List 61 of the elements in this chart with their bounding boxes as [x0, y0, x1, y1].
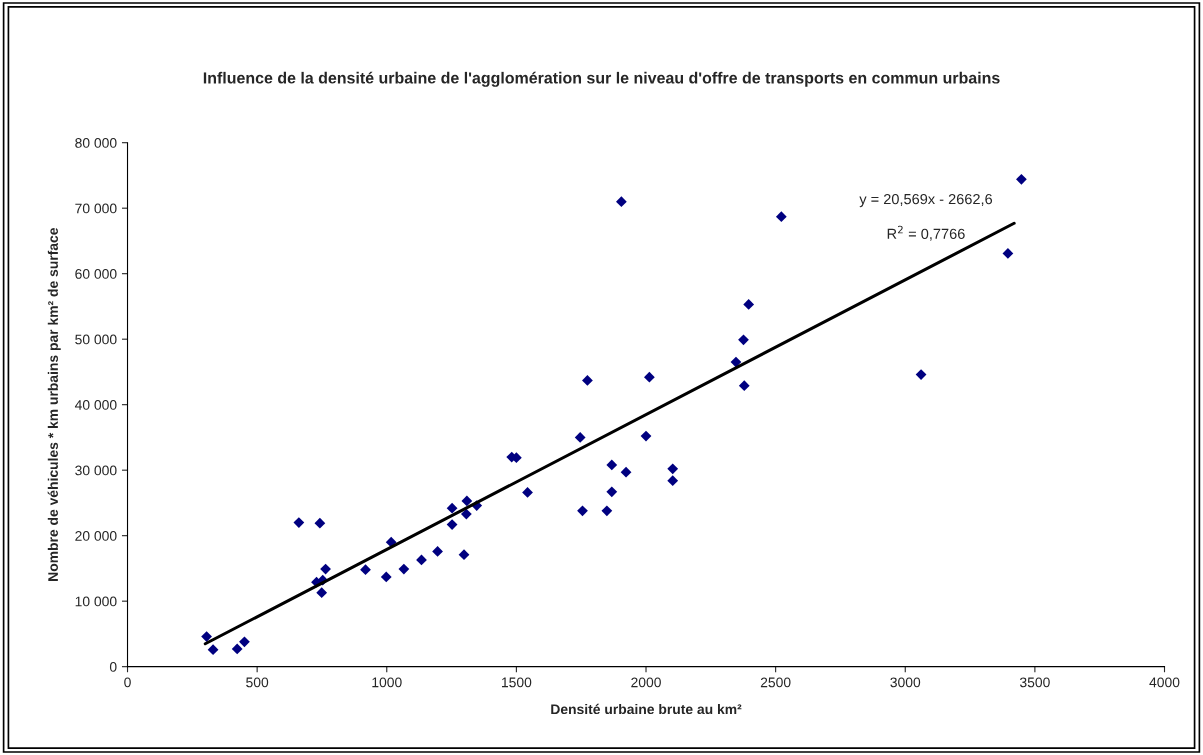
point [398, 563, 410, 575]
point [522, 487, 533, 498]
point [458, 549, 470, 561]
point [743, 299, 755, 310]
point [620, 466, 632, 478]
point [640, 430, 652, 442]
chart-title: Influence de la densité urbaine de l'agglomération sur le niveau d'offre de transports en commun urbains [203, 71, 1000, 87]
point [738, 334, 749, 346]
y-tick-label: 30 000 [75, 465, 117, 476]
point [201, 631, 212, 642]
y-tick-label: 10 000 [75, 596, 117, 607]
y-tick-label: 0 [109, 662, 117, 672]
point [667, 463, 679, 475]
point [461, 495, 473, 507]
point [1016, 173, 1027, 185]
annotation: R$^{2}$ = 0,7766 [887, 225, 965, 241]
y-tick-label: 60 000 [75, 269, 117, 279]
point [577, 505, 588, 517]
x-tick-label: 4000 [1149, 677, 1180, 688]
y-tick-label: 20 000 [75, 531, 117, 541]
point [616, 196, 627, 208]
x-tick-label: 3500 [1019, 677, 1050, 688]
x-tick-label: 1000 [372, 677, 402, 688]
y-tick-label: 80 000 [75, 138, 117, 148]
x-tick-label: 1500 [502, 677, 532, 688]
point [738, 380, 750, 392]
point [582, 375, 593, 386]
y-tick-label: 40 000 [74, 400, 117, 410]
x-tick-label: 0 [124, 677, 131, 688]
point [606, 459, 618, 471]
point [1002, 248, 1014, 259]
x-tick-label: 2500 [760, 677, 791, 688]
point [730, 356, 742, 368]
point [432, 546, 443, 557]
point [644, 371, 655, 383]
point [606, 486, 618, 498]
y-tick-label: 50 000 [75, 334, 117, 345]
point [239, 636, 250, 648]
point [360, 564, 371, 576]
x-axis-title: Densité urbaine brute au km² [551, 703, 742, 715]
point [775, 211, 787, 223]
x-tick-label: 500 [246, 677, 269, 688]
point [320, 563, 331, 575]
y-tick-label: 70 000 [75, 203, 117, 214]
point [601, 505, 613, 517]
point [667, 475, 679, 487]
point [574, 432, 586, 443]
point [446, 519, 458, 530]
point [293, 517, 305, 528]
point [460, 508, 472, 520]
annotation: y = 20,569x - 2662,6 [859, 193, 993, 208]
point [446, 502, 458, 514]
point [380, 571, 392, 583]
point [231, 643, 243, 655]
y-axis-title: Nombre de véhicules * km urbains par km² de surface [47, 228, 61, 581]
point [316, 587, 328, 599]
x-tick-label: 2000 [631, 677, 661, 688]
x-tick-label: 3000 [890, 677, 921, 688]
point [207, 644, 219, 656]
point [314, 517, 326, 529]
point [416, 554, 427, 566]
